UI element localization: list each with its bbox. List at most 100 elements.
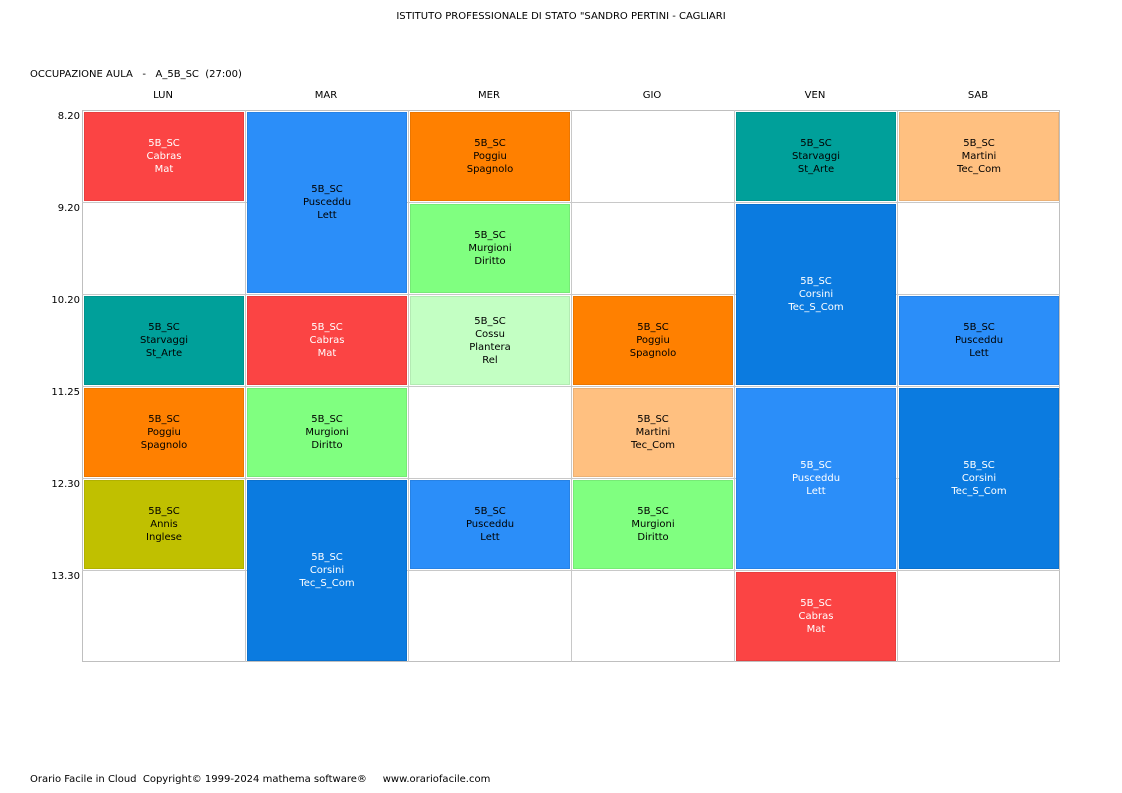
lesson-cell[interactable]: 5B_SC Murgioni Diritto xyxy=(247,388,407,477)
lesson-teacher: Starvaggi xyxy=(791,151,841,162)
lesson-class: 5B_SC xyxy=(148,322,180,333)
lesson-class: 5B_SC xyxy=(800,460,832,471)
lesson-cell[interactable]: 5B_SC Cabras Mat xyxy=(736,572,896,661)
lesson-class: 5B_SC xyxy=(800,598,832,609)
lesson-cell[interactable]: 5B_SC Annis Inglese xyxy=(84,480,244,569)
grid-row-divider xyxy=(82,478,1060,479)
lesson-cell[interactable]: 5B_SC Poggiu Spagnolo xyxy=(410,112,570,201)
lesson-subject: Spagnolo xyxy=(140,440,188,451)
grid-row-divider xyxy=(82,202,1060,203)
lesson-class: 5B_SC xyxy=(148,138,180,149)
room-occupancy-label: OCCUPAZIONE AULA - A_5B_SC (27:00) xyxy=(30,69,242,80)
lesson-teacher: Cabras xyxy=(309,335,345,346)
lesson-subject: Tec_S_Com xyxy=(299,578,355,589)
lesson-teacher: Martini xyxy=(961,151,997,162)
day-header-sab: SAB xyxy=(967,90,989,101)
lesson-teacher: Pusceddu xyxy=(465,519,515,530)
lesson-cell[interactable]: 5B_SC Corsini Tec_S_Com xyxy=(899,388,1059,569)
lesson-subject: Diritto xyxy=(311,440,343,451)
lesson-class: 5B_SC xyxy=(474,230,506,241)
grid-row-divider xyxy=(82,294,1060,295)
lesson-subject: Mat xyxy=(806,624,826,635)
lesson-class: 5B_SC xyxy=(148,506,180,517)
lesson-cell[interactable]: 5B_SC Corsini Tec_S_Com xyxy=(736,204,896,385)
lesson-subject: Diritto xyxy=(637,532,669,543)
lesson-teacher: Murgioni xyxy=(305,427,349,438)
time-label: 9.20 xyxy=(57,203,80,214)
lesson-class: 5B_SC xyxy=(963,460,995,471)
lesson-cell[interactable]: 5B_SC Pusceddu Lett xyxy=(247,112,407,293)
grid-row-divider xyxy=(82,386,1060,387)
lesson-class: 5B_SC xyxy=(637,414,669,425)
lesson-cell[interactable]: 5B_SC Pusceddu Lett xyxy=(736,388,896,569)
lesson-class: 5B_SC xyxy=(474,138,506,149)
lesson-class: 5B_SC xyxy=(148,414,180,425)
lesson-cell[interactable]: 5B_SC Cabras Mat xyxy=(84,112,244,201)
lesson-cell[interactable]: 5B_SC Martini Tec_Com xyxy=(573,388,733,477)
lesson-cell[interactable]: 5B_SC Starvaggi St_Arte xyxy=(736,112,896,201)
lesson-cell[interactable]: 5B_SC Murgioni Diritto xyxy=(410,204,570,293)
lesson-teacher: Pusceddu xyxy=(302,197,352,208)
lesson-class: 5B_SC xyxy=(311,322,343,333)
lesson-class: 5B_SC xyxy=(311,552,343,563)
lesson-teacher: Cabras xyxy=(798,611,834,622)
lesson-subject: Mat xyxy=(317,348,337,359)
lesson-teacher: Plantera xyxy=(469,341,511,353)
lesson-subject: Lett xyxy=(317,210,337,221)
lesson-cell[interactable]: 5B_SC Pusceddu Lett xyxy=(410,480,570,569)
time-label: 11.25 xyxy=(51,387,80,398)
lesson-cell[interactable]: 5B_SC Cossu Plantera Rel xyxy=(410,296,570,385)
lesson-class: 5B_SC xyxy=(800,138,832,149)
lesson-cell[interactable]: 5B_SC Murgioni Diritto xyxy=(573,480,733,569)
lesson-class: 5B_SC xyxy=(637,322,669,333)
lesson-subject: Tec_S_Com xyxy=(788,302,844,313)
grid-row-divider xyxy=(82,570,1060,571)
time-label: 12.30 xyxy=(51,479,80,490)
lesson-cell[interactable]: 5B_SC Poggiu Spagnolo xyxy=(84,388,244,477)
lesson-cell[interactable]: 5B_SC Poggiu Spagnolo xyxy=(573,296,733,385)
lesson-class: 5B_SC xyxy=(637,506,669,517)
lesson-teacher: Pusceddu xyxy=(791,473,841,484)
lesson-subject: Lett xyxy=(480,532,500,543)
lesson-teacher: Cossu xyxy=(475,328,505,340)
lesson-teacher: Corsini xyxy=(309,565,345,576)
lesson-teacher: Murgioni xyxy=(631,519,675,530)
lesson-subject: Lett xyxy=(806,486,826,497)
lesson-teacher: Corsini xyxy=(961,473,997,484)
lesson-class: 5B_SC xyxy=(963,322,995,333)
lesson-subject: Tec_Com xyxy=(957,164,1001,175)
lesson-class: 5B_SC xyxy=(311,414,343,425)
lesson-teacher: Poggiu xyxy=(636,335,670,346)
lesson-cell[interactable]: 5B_SC Pusceddu Lett xyxy=(899,296,1059,385)
lesson-teacher: Martini xyxy=(635,427,671,438)
lesson-teacher: Poggiu xyxy=(473,151,507,162)
lesson-teacher: Pusceddu xyxy=(954,335,1004,346)
lesson-subject: Tec_S_Com xyxy=(951,486,1007,497)
lesson-teacher: Cabras xyxy=(146,151,182,162)
lesson-subject: Lett xyxy=(969,348,989,359)
lesson-subject: Tec_Com xyxy=(631,440,675,451)
school-title: ISTITUTO PROFESSIONALE DI STATO "SANDRO … xyxy=(396,11,726,22)
lesson-subject: Inglese xyxy=(146,532,182,543)
lesson-class: 5B_SC xyxy=(311,184,343,195)
footer-copyright: Orario Facile in Cloud Copyright© 1999-2… xyxy=(30,774,491,785)
lesson-subject: Mat xyxy=(154,164,174,175)
lesson-subject: Spagnolo xyxy=(629,348,677,359)
lesson-cell[interactable]: 5B_SC Starvaggi St_Arte xyxy=(84,296,244,385)
lesson-class: 5B_SC xyxy=(474,506,506,517)
lesson-subject: Rel xyxy=(482,354,498,366)
lesson-class: 5B_SC xyxy=(963,138,995,149)
lesson-teacher: Corsini xyxy=(798,289,834,300)
lesson-teacher: Annis xyxy=(150,519,178,530)
lesson-subject: St_Arte xyxy=(145,348,183,359)
lesson-cell[interactable]: 5B_SC Cabras Mat xyxy=(247,296,407,385)
day-header-gio: GIO xyxy=(642,90,662,101)
lesson-teacher: Starvaggi xyxy=(139,335,189,346)
day-header-mer: MER xyxy=(478,90,500,101)
lesson-cell[interactable]: 5B_SC Corsini Tec_S_Com xyxy=(247,480,407,661)
lesson-teacher: Poggiu xyxy=(147,427,181,438)
time-label: 13.30 xyxy=(51,571,80,582)
day-header-ven: VEN xyxy=(804,90,826,101)
lesson-cell[interactable]: 5B_SC Martini Tec_Com xyxy=(899,112,1059,201)
lesson-class: 5B_SC xyxy=(474,315,506,327)
